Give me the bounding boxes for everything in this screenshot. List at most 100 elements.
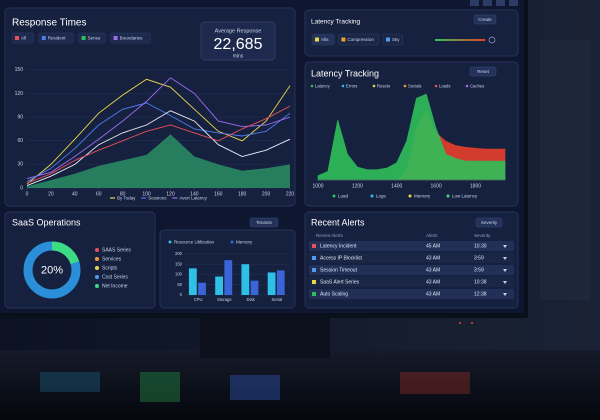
y-tick-label: 30 bbox=[17, 162, 23, 168]
panel-title: Response Times bbox=[12, 18, 86, 29]
bar bbox=[276, 270, 285, 295]
power-led bbox=[471, 322, 473, 324]
filter-label: Resident bbox=[48, 35, 67, 40]
reflection bbox=[140, 372, 180, 402]
legend-dot bbox=[341, 84, 345, 88]
bar bbox=[241, 264, 250, 295]
dropdown-icon[interactable] bbox=[503, 257, 507, 260]
x-tick-label: 200 bbox=[262, 191, 271, 197]
area bbox=[27, 134, 290, 188]
table-cell: 43 AM bbox=[426, 256, 440, 262]
y-tick-label: 0 bbox=[180, 292, 183, 297]
legend-dot bbox=[95, 257, 99, 261]
legend-label: Resource Utilization bbox=[174, 239, 215, 244]
dropdown-icon[interactable] bbox=[503, 269, 507, 272]
legend-label: Low Latency bbox=[452, 193, 478, 198]
x-tick-label: 60 bbox=[96, 191, 102, 197]
legend-dot bbox=[372, 84, 376, 88]
legend-label: Net Income bbox=[102, 284, 128, 290]
window-icon[interactable] bbox=[509, 0, 518, 6]
line bbox=[26, 78, 291, 185]
y-tick-label: 60 bbox=[17, 138, 23, 144]
legend-label: Socials bbox=[408, 83, 422, 88]
legend-dot bbox=[434, 84, 438, 88]
table-row[interactable] bbox=[309, 289, 514, 299]
stat-unit: mins bbox=[233, 53, 244, 59]
window-icon[interactable] bbox=[470, 0, 479, 6]
tab[interactable] bbox=[338, 33, 380, 46]
filter-chip[interactable] bbox=[38, 32, 74, 44]
x-tick-label: 1600 bbox=[431, 183, 442, 189]
dropdown-icon[interactable] bbox=[503, 245, 507, 248]
table-cell: Access IP Blocklist bbox=[320, 256, 362, 262]
x-tick-label: 1000 bbox=[312, 183, 323, 189]
tab-icon bbox=[386, 37, 390, 42]
table-cell: 3:59 bbox=[474, 268, 484, 274]
legend-dot bbox=[230, 240, 234, 244]
table-cell: 45 AM bbox=[426, 244, 440, 250]
y-tick-label: 0 bbox=[20, 185, 23, 191]
line bbox=[26, 102, 291, 183]
filter-chip[interactable] bbox=[78, 32, 106, 44]
slider-knob[interactable] bbox=[488, 36, 496, 44]
x-tick-label: 100 bbox=[142, 191, 151, 197]
bar bbox=[224, 260, 233, 295]
button[interactable] bbox=[475, 217, 503, 228]
legend-dot bbox=[310, 84, 314, 88]
x-tick-label: 120 bbox=[166, 191, 175, 197]
legend-label: Services bbox=[102, 257, 122, 263]
table-row[interactable] bbox=[309, 253, 514, 263]
legend-label: Logs bbox=[376, 193, 387, 198]
legend-label: Load bbox=[338, 193, 349, 198]
legend-label: Memory bbox=[236, 239, 253, 244]
legend-dot bbox=[446, 194, 450, 198]
filter-label: All bbox=[21, 35, 26, 40]
filter-icon bbox=[113, 36, 118, 40]
row-icon bbox=[312, 280, 316, 284]
panel-title: Latency Tracking bbox=[311, 68, 379, 78]
button[interactable] bbox=[473, 14, 497, 25]
tab[interactable] bbox=[311, 33, 335, 46]
table-cell: Auto Scaling bbox=[320, 292, 348, 298]
dropdown-icon[interactable] bbox=[503, 281, 507, 284]
x-tick-label: 1200 bbox=[352, 183, 363, 189]
window-icon[interactable] bbox=[483, 0, 492, 6]
table-row[interactable] bbox=[309, 277, 514, 287]
filter-chip[interactable] bbox=[11, 32, 35, 44]
filter-icon bbox=[41, 36, 46, 40]
reflection bbox=[40, 372, 100, 392]
legend-label: Memory bbox=[414, 193, 431, 198]
tab-icon bbox=[315, 37, 319, 42]
tab[interactable] bbox=[382, 33, 404, 46]
filter-icon bbox=[15, 36, 19, 40]
x-tick-label: CPU bbox=[194, 297, 203, 302]
row-icon bbox=[312, 256, 316, 260]
x-tick-label: 20 bbox=[48, 191, 54, 197]
table-row[interactable] bbox=[309, 265, 514, 275]
x-tick-label: Disk bbox=[247, 297, 256, 302]
x-tick-label: 1800 bbox=[470, 183, 481, 189]
window-icon[interactable] bbox=[496, 0, 505, 6]
legend-dot bbox=[168, 240, 172, 244]
bar bbox=[250, 280, 259, 295]
dropdown-icon[interactable] bbox=[503, 293, 507, 296]
column-header: Severity bbox=[474, 233, 491, 238]
x-tick-label: 40 bbox=[72, 191, 78, 197]
legend-label: Resets bbox=[377, 83, 390, 88]
x-tick-label: 1400 bbox=[391, 183, 402, 189]
table-row[interactable] bbox=[309, 241, 514, 251]
filter-icon bbox=[81, 36, 86, 40]
button-label: Severity bbox=[481, 220, 498, 225]
legend-label: Scripts bbox=[102, 266, 118, 272]
bar bbox=[267, 272, 276, 295]
slider[interactable] bbox=[435, 39, 485, 41]
legend-dot bbox=[370, 194, 374, 198]
button[interactable] bbox=[249, 217, 279, 228]
filter-chip[interactable] bbox=[110, 32, 151, 44]
x-tick-label: 160 bbox=[214, 191, 223, 197]
line bbox=[26, 77, 291, 180]
button[interactable] bbox=[469, 66, 497, 77]
tab-label: Compression bbox=[347, 37, 374, 42]
legend-label: Loads bbox=[439, 83, 450, 88]
table-cell: Latency Incident bbox=[320, 244, 357, 250]
